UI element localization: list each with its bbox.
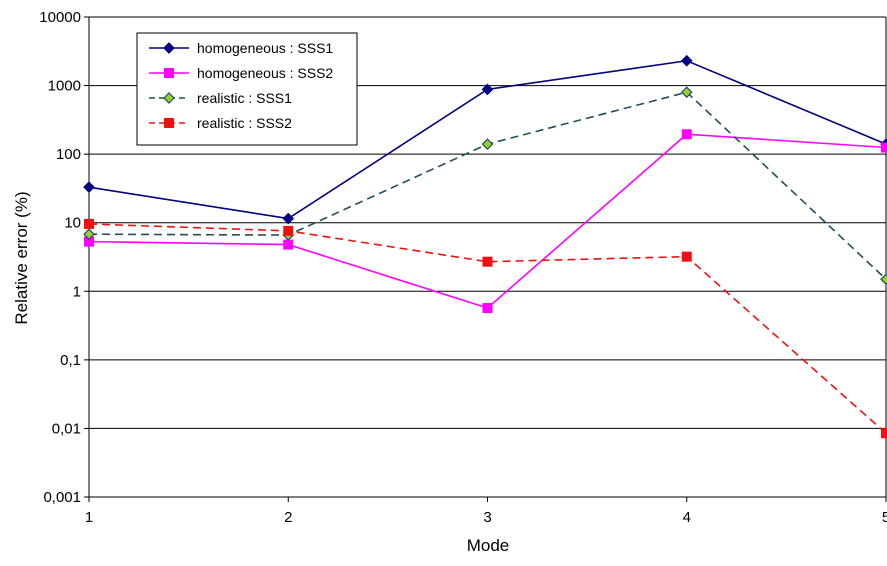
y-tick-label: 0,001 [43, 489, 81, 506]
data-point [880, 273, 887, 286]
legend-marker [164, 68, 174, 78]
x-tick-label: 4 [683, 509, 691, 526]
legend-label: homogeneous : SSS1 [197, 40, 333, 56]
y-tick-label: 0,01 [52, 420, 81, 437]
x-tick-label: 2 [284, 509, 292, 526]
y-tick-label: 10000 [39, 9, 81, 26]
x-axis-title: Mode [467, 536, 510, 555]
data-point [482, 256, 493, 267]
data-point [481, 138, 494, 150]
x-tick-label: 5 [882, 509, 887, 526]
data-point [283, 239, 294, 250]
x-tick-label: 1 [85, 509, 93, 526]
series-layer [83, 54, 887, 439]
x-tick-label: 3 [483, 509, 491, 526]
legend-marker [163, 92, 175, 104]
legend-label: realistic : SSS2 [197, 115, 292, 131]
y-tick-label: 1000 [48, 78, 81, 95]
data-point [283, 225, 294, 236]
data-point [83, 228, 95, 241]
legend-label: realistic : SSS1 [197, 90, 292, 106]
data-point [681, 129, 692, 140]
series-2 [84, 129, 887, 314]
data-point [84, 218, 94, 229]
data-point [681, 251, 692, 262]
data-point [482, 303, 493, 314]
data-point [680, 54, 693, 67]
y-tick-label: 0,1 [60, 352, 81, 369]
y-axis-title: Relative error (%) [12, 191, 31, 324]
series-3 [83, 86, 887, 286]
data-point [83, 181, 95, 194]
series-1 [83, 54, 887, 225]
data-point [282, 212, 295, 225]
y-tick-label: 100 [56, 146, 81, 163]
legend-marker [164, 118, 174, 128]
series-line [88, 133, 887, 309]
y-tick-label: 10 [64, 215, 81, 232]
data-point [481, 83, 494, 96]
y-tick-label: 1 [73, 283, 81, 300]
legend-marker [163, 42, 175, 54]
data-point [881, 142, 887, 153]
legend: homogeneous : SSS1 homogeneous : SSS2 real… [136, 32, 358, 146]
data-point [84, 236, 94, 247]
data-point [881, 428, 887, 439]
axes-layer: 0,001 0,01 0,1 1 10 100 1000 10000 1 2 3 4 5 [39, 9, 887, 526]
series-4 [84, 218, 887, 439]
legend-label: homogeneous : SSS2 [197, 65, 333, 81]
data-point [680, 86, 693, 99]
series-line [88, 223, 887, 434]
